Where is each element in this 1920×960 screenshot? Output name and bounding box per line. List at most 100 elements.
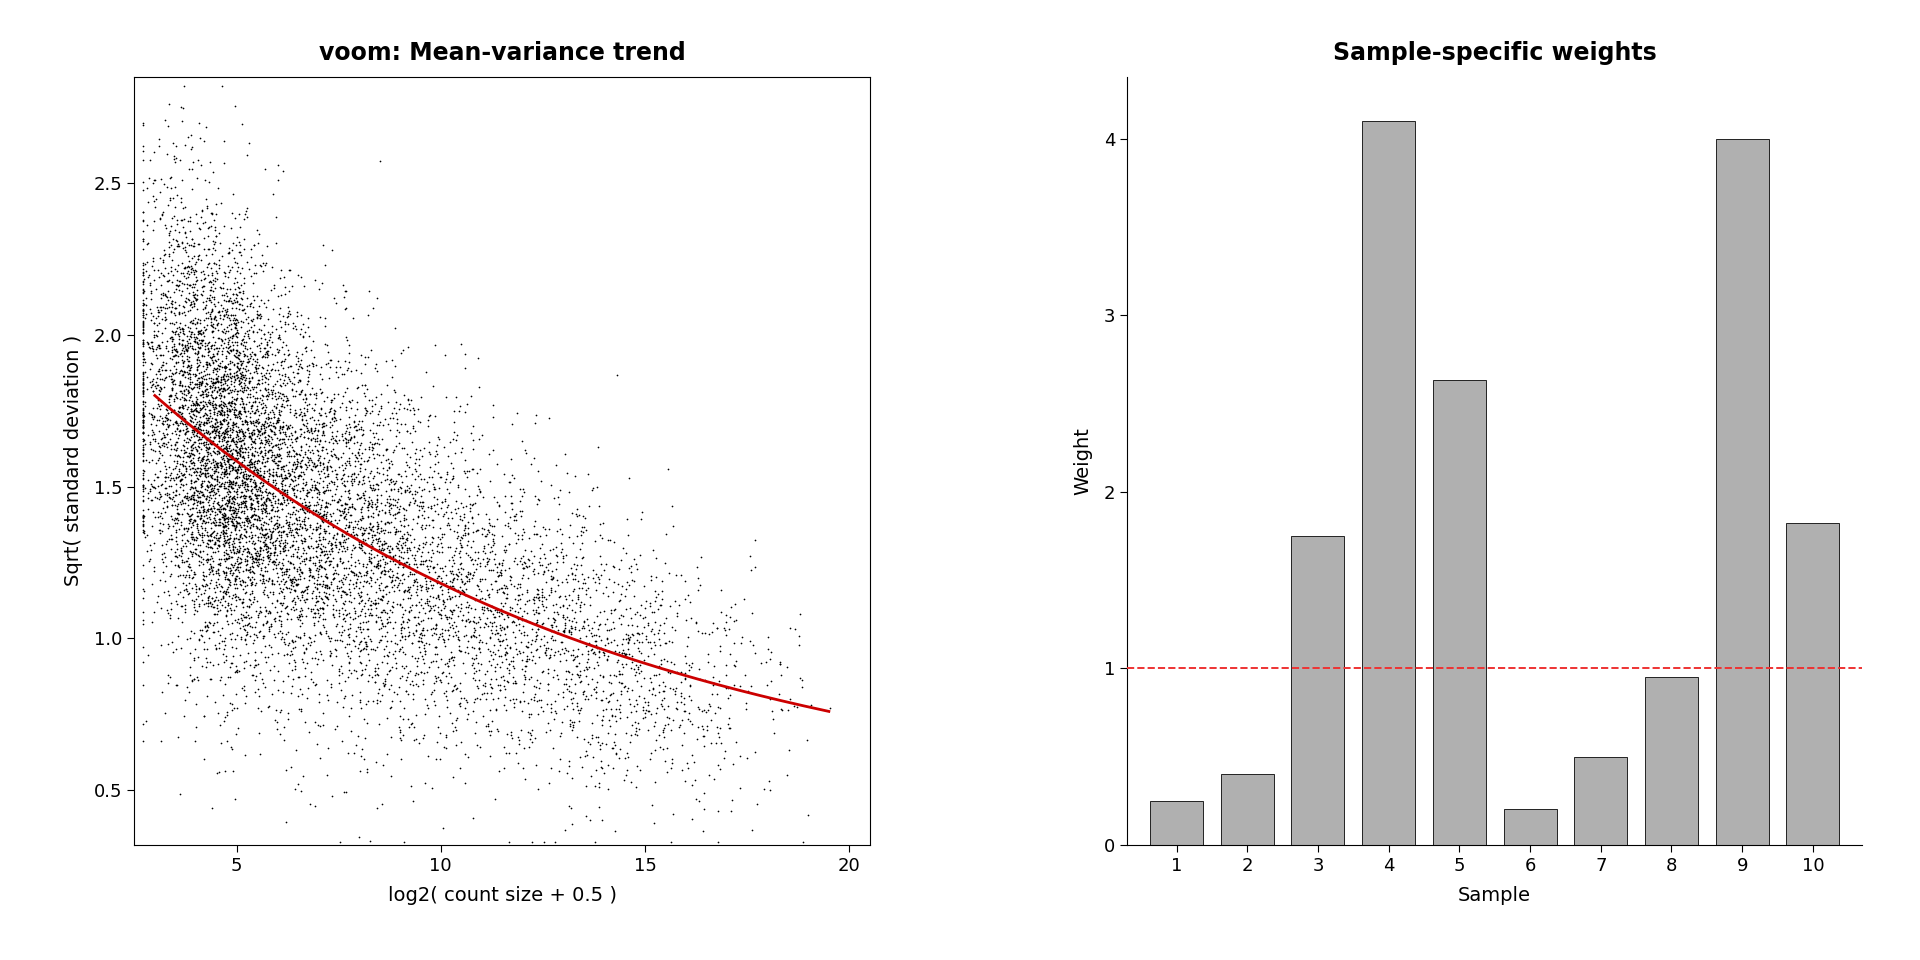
Point bbox=[411, 605, 442, 620]
Point bbox=[204, 430, 234, 445]
Point bbox=[205, 298, 236, 313]
Point bbox=[484, 556, 515, 571]
Point bbox=[572, 691, 603, 707]
Point bbox=[165, 413, 196, 428]
Point bbox=[376, 482, 407, 497]
Point bbox=[317, 442, 348, 457]
Point bbox=[453, 515, 484, 530]
Point bbox=[219, 337, 250, 352]
Point bbox=[184, 464, 215, 479]
Point bbox=[659, 682, 689, 697]
Point bbox=[516, 734, 547, 750]
Point bbox=[407, 579, 438, 594]
Point bbox=[188, 390, 219, 405]
Point bbox=[334, 593, 365, 609]
Point bbox=[476, 724, 507, 739]
Point bbox=[248, 616, 278, 632]
Point bbox=[662, 606, 693, 621]
Point bbox=[242, 426, 273, 442]
Point bbox=[453, 707, 484, 722]
Point bbox=[338, 521, 369, 537]
Point bbox=[169, 240, 200, 255]
Point bbox=[202, 397, 232, 413]
Point bbox=[221, 450, 252, 466]
Point bbox=[355, 569, 386, 585]
Point bbox=[488, 672, 518, 687]
Point bbox=[340, 574, 371, 589]
Point bbox=[307, 425, 338, 441]
Point bbox=[213, 493, 244, 509]
Point bbox=[152, 274, 182, 289]
Point bbox=[259, 546, 290, 562]
Point bbox=[348, 477, 378, 492]
Point bbox=[169, 569, 200, 585]
Point bbox=[267, 560, 298, 575]
Point bbox=[497, 730, 528, 745]
Point bbox=[676, 656, 707, 671]
Point bbox=[157, 371, 188, 386]
Point bbox=[221, 663, 252, 679]
Point bbox=[202, 765, 232, 780]
Point bbox=[411, 520, 442, 536]
Point bbox=[336, 564, 367, 579]
Point bbox=[582, 658, 612, 673]
Point bbox=[463, 681, 493, 696]
Point bbox=[244, 510, 275, 525]
Point bbox=[134, 405, 165, 420]
Point bbox=[238, 394, 269, 409]
Point bbox=[157, 348, 188, 364]
Point bbox=[184, 325, 215, 341]
Point bbox=[353, 497, 384, 513]
Point bbox=[273, 607, 303, 622]
Point bbox=[182, 603, 213, 618]
Point bbox=[290, 497, 321, 513]
Point bbox=[225, 442, 255, 457]
Point bbox=[190, 468, 221, 483]
Point bbox=[202, 601, 232, 616]
Point bbox=[330, 438, 361, 453]
Point bbox=[253, 605, 284, 620]
Point bbox=[378, 473, 409, 489]
Point bbox=[501, 597, 532, 612]
Point bbox=[480, 701, 511, 716]
Point bbox=[349, 710, 380, 726]
Point bbox=[712, 680, 743, 695]
Point bbox=[180, 346, 211, 361]
Point bbox=[457, 650, 488, 665]
Point bbox=[346, 667, 376, 683]
Point bbox=[127, 212, 157, 228]
Point bbox=[284, 612, 315, 628]
Point bbox=[670, 573, 701, 588]
Point bbox=[204, 303, 234, 319]
Point bbox=[192, 337, 223, 352]
Point bbox=[382, 505, 413, 520]
Point bbox=[321, 429, 351, 444]
Point bbox=[351, 566, 382, 582]
Point bbox=[588, 647, 618, 662]
Point bbox=[179, 650, 209, 665]
Point bbox=[246, 519, 276, 535]
Point bbox=[255, 585, 286, 600]
Point bbox=[190, 401, 221, 417]
Point bbox=[246, 747, 276, 762]
Point bbox=[649, 625, 680, 640]
Point bbox=[376, 500, 407, 516]
Point bbox=[177, 440, 207, 455]
Point bbox=[470, 591, 501, 607]
Point bbox=[173, 587, 204, 602]
Point bbox=[190, 368, 221, 383]
Point bbox=[407, 620, 438, 636]
Point bbox=[152, 606, 182, 621]
Point bbox=[349, 492, 380, 508]
Point bbox=[290, 324, 321, 340]
Point bbox=[787, 834, 818, 850]
Point bbox=[173, 371, 204, 386]
Point bbox=[163, 335, 194, 350]
Point bbox=[244, 624, 275, 639]
Point bbox=[380, 525, 411, 540]
Point bbox=[257, 477, 288, 492]
Point bbox=[165, 346, 196, 361]
Point bbox=[430, 567, 461, 583]
Point bbox=[461, 725, 492, 740]
Point bbox=[196, 469, 227, 485]
